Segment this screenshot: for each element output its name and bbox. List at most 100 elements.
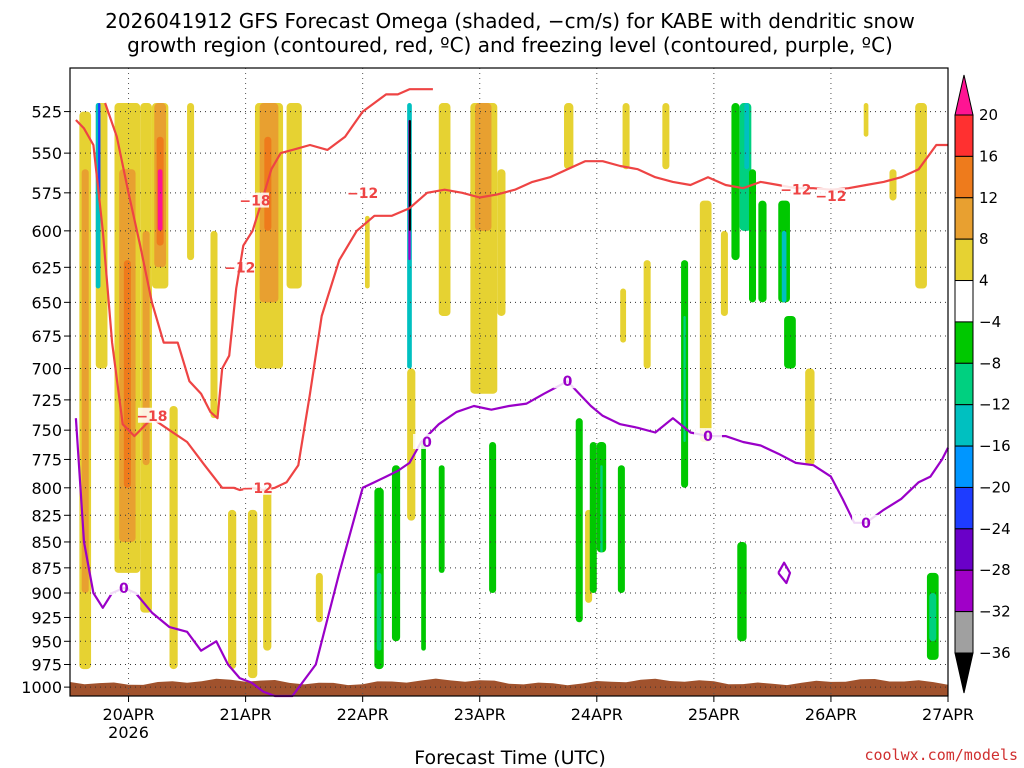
omega-region-61: [784, 315, 796, 369]
y-tick-label-625: 625: [31, 258, 62, 277]
omega-region-38: [497, 169, 506, 316]
y-tick-label-550: 550: [31, 144, 62, 163]
omega-region-63: [720, 230, 728, 316]
omega-region-42: [575, 418, 583, 623]
omega-region-58: [758, 200, 767, 303]
y-tick-label-750: 750: [31, 421, 62, 440]
omega-region-65: [805, 368, 815, 466]
y-tick-label-600: 600: [31, 222, 62, 241]
contour-label-2-0: 0: [119, 581, 129, 597]
contour-label-bg-0-1: [781, 181, 810, 197]
y-tick-label-650: 650: [31, 293, 62, 312]
omega-region-46: [617, 465, 625, 594]
omega-region-70: [929, 593, 937, 642]
contour-label-bg-2-3: [694, 428, 723, 444]
colorbar-label-10: −24: [979, 520, 1011, 538]
omega-region-29: [407, 368, 416, 521]
colorbar-label-6: −8: [979, 354, 1001, 372]
colorbar-band-10: [954, 486, 974, 530]
y-axis: 525 550 575 600 625 650 675 700 725 750 775 800 825 8…: [21, 103, 70, 697]
plot-frame: [69, 67, 949, 697]
y-tick-label-525: 525: [31, 103, 62, 122]
omega-region-1: [81, 169, 89, 594]
x-tick-sublabel-20APR: 2026: [108, 723, 149, 742]
contour-label-1-1: −18: [136, 409, 167, 425]
omega-region-31: [376, 572, 382, 651]
y-tick-label-775: 775: [31, 450, 62, 469]
colorbar-label-12: −32: [979, 603, 1011, 621]
omega-region-13: [157, 169, 163, 231]
omega-region-57: [748, 169, 757, 303]
plot-area: [70, 68, 948, 696]
y-tick-label-950: 950: [31, 632, 62, 651]
omega-region-53: [699, 200, 712, 442]
x-tick-label-25APR: 25APR: [688, 705, 740, 724]
omega-region-50: [662, 103, 670, 170]
omega-region-66: [863, 103, 869, 137]
x-tick-label-26APR: 26APR: [805, 705, 857, 724]
omega-region-47: [622, 103, 630, 170]
omega-region-7: [123, 260, 131, 488]
contour-label-bg-0-4: [243, 479, 272, 495]
colorbar-label-9: −20: [979, 478, 1011, 496]
contour-line-1: [104, 88, 433, 420]
contour-label-0-2: −12: [815, 189, 846, 205]
contour-label-bg-0-2: [816, 187, 845, 203]
contour-label-bg-1-0: [240, 192, 269, 208]
colorbar-label-11: −28: [979, 561, 1011, 579]
omega-region-24: [315, 572, 323, 623]
x-axis-label: Forecast Time (UTC): [414, 747, 605, 768]
colorbar-band-2: [954, 155, 974, 199]
contour-label-2-3: 0: [703, 429, 713, 445]
colorbar-label-1: 16: [979, 147, 998, 165]
contour-label-2-4: 0: [861, 516, 871, 532]
y-tick-label-725: 725: [31, 391, 62, 410]
omega-region-67: [889, 169, 897, 201]
title-line-1: 2026041912 GFS Forecast Omega (shaded, −…: [105, 9, 915, 33]
colorbar-label-4: 4: [979, 272, 989, 290]
colorbar-band-5: [954, 280, 974, 323]
colorbar-band-6: [954, 321, 974, 364]
y-tick-label-700: 700: [31, 360, 62, 379]
omega-region-16: [210, 230, 218, 419]
contour-label-bg-2-0: [109, 580, 138, 596]
colorbar: 20 16 12 8 4 −4 −8 −12 −16 −20 −24 −28 −32 −36: [954, 74, 1011, 694]
y-tick-label-800: 800: [31, 479, 62, 498]
omega-region-48: [620, 288, 627, 343]
colorbar-band-12: [954, 569, 974, 613]
y-tick-label-675: 675: [31, 327, 62, 346]
x-tick-label-21APR: 21APR: [220, 705, 272, 724]
colorbar-band-4: [954, 238, 974, 282]
x-tick-label-23APR: 23APR: [454, 705, 506, 724]
omega-region-52: [683, 315, 686, 442]
colorbar-label-7: −12: [979, 396, 1011, 414]
colorbar-label-13: −36: [979, 644, 1011, 662]
x-tick-label-24APR: 24APR: [571, 705, 623, 724]
colorbar-label-0: 20: [979, 106, 998, 124]
colorbar-top-arrow: [954, 74, 974, 116]
plot-border: [69, 67, 949, 697]
y-tick-label-825: 825: [31, 506, 62, 525]
omega-region-39: [489, 441, 497, 594]
omega-region-33: [421, 441, 426, 651]
ground-fill: [70, 678, 948, 696]
colorbar-label-8: −16: [979, 437, 1011, 455]
omega-region-35: [438, 103, 451, 316]
omega-region-56: [744, 103, 749, 170]
colorbar-band-7: [954, 362, 974, 406]
colorbar-band-13: [954, 611, 974, 654]
omega-region-54: [731, 103, 740, 261]
colorbar-band-8: [954, 404, 974, 447]
contour-label-bg-2-4: [852, 514, 881, 530]
y-tick-label-900: 900: [31, 584, 62, 603]
colorbar-band-1: [954, 114, 974, 157]
y-tick-label-975: 975: [31, 655, 62, 674]
omega-region-62: [737, 541, 747, 642]
omega-region-45: [600, 465, 603, 553]
colorbar-band-11: [954, 528, 974, 571]
omega-region-40: [564, 103, 574, 170]
chart-title: 2026041912 GFS Forecast Omega (shaded, −…: [105, 9, 915, 57]
x-tick-label-20APR: 20APR: [102, 705, 154, 724]
